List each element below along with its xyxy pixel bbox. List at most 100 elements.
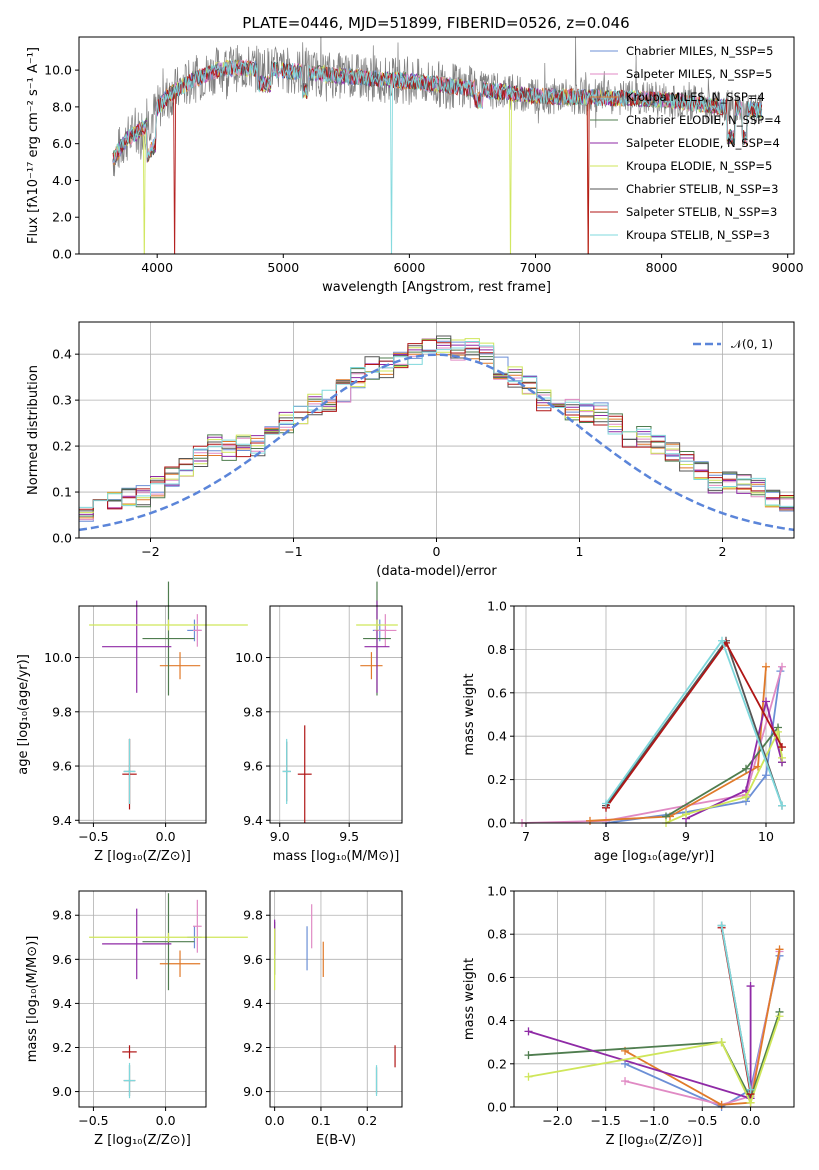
point-marker — [602, 799, 610, 808]
x-tick-label: 1 — [576, 544, 584, 559]
y-tick-label: 0.4 — [52, 347, 72, 362]
point-marker — [682, 810, 690, 819]
x-tick-label: −2 — [141, 544, 159, 559]
legend-entry: Salpeter STELIB, N_SSP=3 — [626, 205, 777, 219]
y-tick-label: 0.4 — [487, 1013, 507, 1028]
y-tick-label: 9.6 — [52, 952, 72, 967]
legend-entry: Chabrier MILES, N_SSP=5 — [626, 44, 773, 58]
y-tick-label: 0.0 — [52, 531, 72, 546]
y-tick-label: 10.0 — [44, 650, 72, 665]
point-marker — [775, 1012, 784, 1021]
point-marker — [524, 1072, 533, 1081]
x-tick-label: 9000 — [772, 260, 804, 275]
axes-frame — [513, 605, 795, 824]
y-tick-label: 0.6 — [487, 970, 507, 985]
x-tick-label: 0.2 — [357, 1113, 377, 1128]
x-tick-label: 0.0 — [156, 829, 176, 844]
y-tick-label: 6.0 — [52, 136, 72, 151]
x-axis-label: age [log₁₀(age/yr)] — [594, 849, 715, 864]
axes-frame — [513, 890, 795, 1108]
y-tick-label: 9.6 — [243, 952, 263, 967]
y-tick-label: 0.0 — [487, 1100, 507, 1115]
x-tick-label: 5000 — [267, 260, 299, 275]
weight-line-5 — [528, 1016, 781, 1106]
axes-frame — [78, 605, 207, 824]
y-tick-label: 1.0 — [487, 599, 507, 614]
residual-hist-8 — [79, 341, 794, 508]
y-tick-label: 0.3 — [52, 393, 72, 408]
plot-area — [274, 904, 396, 1096]
y-tick-label: 1.0 — [487, 884, 507, 899]
residual-hist-2 — [79, 350, 794, 519]
panel-age_vs_mass: 9.0 9.5 9.4 9.6 9.8 10.0 mass [log₁₀(M/M⊙)] — [235, 581, 403, 864]
point-marker — [778, 801, 786, 810]
y-tick-label: 0.2 — [52, 439, 72, 454]
legend-entry: Chabrier ELODIE, N_SSP=4 — [626, 113, 781, 127]
x-tick-label: 0.0 — [156, 1113, 176, 1128]
panel-weight_vs_age: 7 8 9 10 0.0 0.2 0.4 0.6 0.8 1.0 age [log₁₀(age/yr… — [462, 599, 795, 864]
legend-entry: Kroupa MILES, N_SSP=4 — [626, 90, 765, 104]
panel-residuals: −2 −1 0 1 2 0.0 0.1 0.2 0.3 0.4 𝒩(0, 1) (data-model… — [26, 321, 795, 579]
plot-area — [79, 335, 794, 532]
y-tick-label: 9.8 — [52, 704, 72, 719]
y-tick-label: 9.8 — [243, 704, 263, 719]
y-tick-label: 9.6 — [52, 759, 72, 774]
y-tick-label: 8.0 — [52, 99, 72, 114]
legend: Chabrier MILES, N_SSP=5 Salpeter MILES, N… — [590, 44, 781, 242]
x-axis-label: (data-model)/error — [376, 564, 497, 579]
x-tick-label: 8000 — [646, 260, 678, 275]
plot-area — [282, 581, 398, 823]
residual-hist-1 — [79, 338, 794, 521]
point-marker — [621, 1077, 630, 1086]
residual-hist-5 — [79, 338, 794, 514]
point-marker — [742, 792, 750, 801]
y-tick-label: 4.0 — [52, 173, 72, 188]
y-tick-label: 9.0 — [52, 1084, 72, 1099]
point-marker — [762, 662, 770, 671]
y-tick-label: 9.4 — [243, 996, 263, 1011]
y-tick-label: 9.4 — [243, 813, 263, 828]
panel-spectrum: 4000 5000 6000 7000 8000 9000 0.0 2.0 4.0 6.0 8.0 1… — [26, 36, 804, 295]
x-tick-label: −1 — [284, 544, 302, 559]
axes-frame — [78, 890, 207, 1108]
plot-area — [524, 921, 784, 1111]
axes-frame — [78, 321, 795, 539]
point-marker — [717, 921, 726, 930]
x-tick-label: 7 — [522, 829, 530, 844]
y-tick-label: 0.1 — [52, 485, 72, 500]
legend-entry: Chabrier STELIB, N_SSP=3 — [626, 182, 778, 196]
point-marker — [586, 816, 594, 825]
point-marker — [717, 1100, 726, 1109]
point-marker — [524, 1051, 533, 1060]
panel-weight_vs_Z: −2.0 −1.5 −1.0 −0.5 0.0 0.0 0.2 0.4 0.6 0.8 1.0 Z [… — [462, 884, 795, 1148]
weight-line-8 — [605, 638, 783, 806]
point-marker — [778, 662, 786, 671]
y-tick-label: 2.0 — [52, 210, 72, 225]
x-tick-label: 7000 — [520, 260, 552, 275]
x-axis-label: mass [log₁₀(M/M⊙)] — [273, 849, 400, 864]
y-tick-label: 0.8 — [487, 642, 507, 657]
y-tick-label: 9.4 — [52, 996, 72, 1011]
plot-area — [112, 37, 763, 254]
x-tick-label: 6000 — [393, 260, 425, 275]
point-marker — [746, 982, 755, 991]
panel-mass_vs_EBV: 0.0 0.1 0.2 9.0 9.2 9.4 9.6 9.8 E(B-V) — [243, 890, 403, 1148]
weight-line-3 — [528, 1011, 781, 1101]
axes-frame — [269, 890, 403, 1108]
x-tick-label: 10 — [758, 829, 774, 844]
residual-hist-7 — [79, 339, 794, 510]
x-axis-label: E(B-V) — [316, 1133, 356, 1148]
point-marker — [774, 727, 782, 736]
y-tick-label: 0.8 — [487, 927, 507, 942]
point-marker — [746, 1098, 755, 1107]
point-marker — [778, 753, 786, 762]
point-marker — [718, 636, 726, 645]
x-tick-label: 0.0 — [265, 1113, 285, 1128]
y-axis-label: Flux [fλ10⁻¹⁷ erg cm⁻² s⁻¹ A⁻¹] — [26, 47, 41, 244]
legend-entry: 𝒩(0, 1) — [731, 337, 773, 351]
y-tick-label: 9.0 — [243, 1084, 263, 1099]
x-tick-label: 0.1 — [311, 1113, 331, 1128]
y-tick-label: 0.2 — [487, 1056, 507, 1071]
y-axis-label: mass [log₁₀(M/M⊙)] — [25, 936, 40, 1063]
x-tick-label: −1.5 — [591, 1113, 621, 1128]
